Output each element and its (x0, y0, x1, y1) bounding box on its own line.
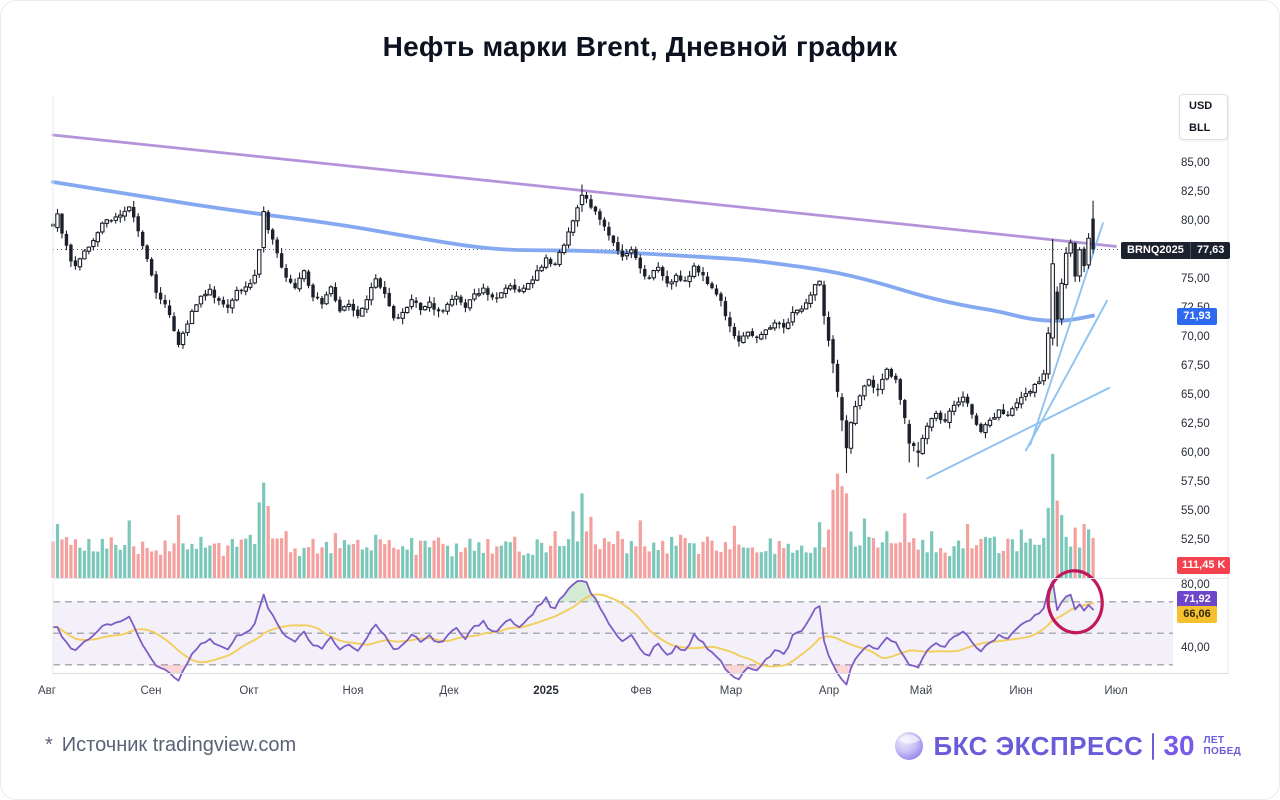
price-tick-label: 65,00 (1181, 389, 1210, 401)
rsi-value-label: 71,92 (1177, 591, 1217, 608)
source-text: Источник tradingview.com (61, 734, 297, 756)
rsi-tick-label: 40,00 (1181, 642, 1210, 654)
anniversary-number: 30 (1163, 730, 1195, 761)
bcs-sphere-icon (895, 732, 924, 760)
price-tick-label: 85,00 (1181, 157, 1210, 169)
symbol-badge: BRNQ2025 (1121, 242, 1190, 259)
price-tick-label: 82,50 (1181, 186, 1210, 198)
price-tick-label: 62,50 (1181, 418, 1210, 430)
scale-unit-selector[interactable]: USD BLL (1179, 94, 1228, 140)
time-axis-label: Апр (818, 685, 840, 697)
price-tick-label: 57,50 (1181, 476, 1210, 488)
anniversary-bottom: ПОБЕД (1203, 746, 1241, 757)
time-axis-label: Мар (719, 685, 743, 697)
price-tick-label: 55,00 (1181, 505, 1210, 517)
price-tick-label: 75,00 (1181, 273, 1210, 285)
rsi-tick-label: 80,00 (1181, 579, 1210, 591)
rsi-ma-value-label: 66,06 (1177, 606, 1217, 623)
scale-unit-usd[interactable]: USD (1189, 100, 1213, 112)
price-tick-label: 67,50 (1181, 360, 1210, 372)
anniversary-top: ЛЕТ (1203, 735, 1225, 746)
price-tick-label: 80,00 (1181, 215, 1210, 227)
anniversary-text: ЛЕТ ПОБЕД (1204, 735, 1241, 757)
time-axis-label: Фев (630, 685, 652, 697)
last-price-label: BRNQ2025 77,63 (1121, 242, 1231, 259)
time-axis-label: Ноя (342, 685, 364, 697)
ma-value-label: 71,93 (1177, 308, 1217, 325)
time-axis-label: Окт (239, 685, 259, 697)
source-asterisk: * (45, 734, 53, 756)
time-axis-label: Июн (1009, 685, 1033, 697)
time-axis-label: Май (909, 685, 933, 697)
bcs-express-logo: БКС ЭКСПРЕСС 30 ЛЕТ ПОБЕД (894, 730, 1241, 762)
price-tick-label: 70,00 (1181, 331, 1210, 343)
brand-name: БКС ЭКСПРЕСС (933, 730, 1144, 761)
source-note: * Источник tradingview.com (45, 734, 296, 757)
volume-value-label: 111,45 K (1177, 557, 1231, 574)
price-tick-label: 60,00 (1181, 447, 1210, 459)
time-axis-label: Июл (1104, 685, 1128, 697)
price-tick-label: 52,50 (1181, 534, 1210, 546)
last-price-badge: 77,63 (1189, 242, 1231, 259)
time-axis-label: Дек (439, 685, 459, 697)
scale-unit-bll[interactable]: BLL (1189, 122, 1211, 134)
time-axis-label: Сен (140, 685, 162, 697)
time-axis-label: 2025 (533, 685, 559, 697)
logo-divider (1152, 732, 1155, 760)
time-axis-label: Авг (38, 685, 56, 697)
